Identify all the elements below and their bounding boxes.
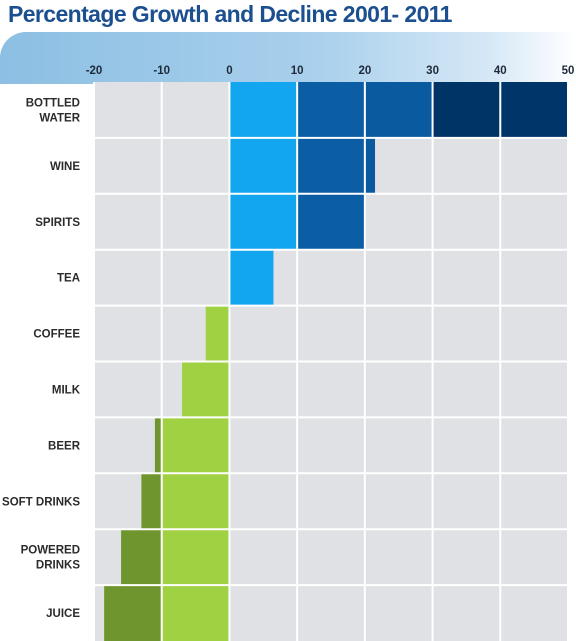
bar-segment — [229, 249, 274, 306]
bar — [182, 361, 230, 418]
bar-segment — [297, 193, 365, 250]
category-label: WINE — [50, 161, 80, 173]
x-tick-label: -20 — [86, 65, 103, 77]
bar — [154, 417, 230, 474]
bar-segment — [364, 137, 376, 194]
bar-segment — [182, 361, 230, 418]
category-label: WATER — [39, 112, 80, 124]
bar-segment — [297, 82, 365, 138]
x-tick-label: 0 — [226, 65, 232, 77]
bar-segment — [161, 473, 230, 530]
bar-segment — [297, 137, 365, 194]
x-axis-ticks: -20 -10 0 10 20 30 40 50 — [86, 65, 575, 77]
x-tick-label: 40 — [494, 65, 507, 77]
category-label: SPIRITS — [35, 217, 80, 229]
category-label: POWERED — [21, 545, 80, 557]
grid-layer — [93, 82, 569, 641]
bar — [229, 137, 376, 194]
category-label: DRINKS — [36, 560, 80, 572]
x-tick-label: 50 — [562, 65, 575, 77]
bar-segment — [121, 529, 162, 586]
bar — [141, 473, 230, 530]
category-label: TEA — [57, 273, 80, 285]
header-band — [0, 32, 576, 84]
bar — [229, 193, 365, 250]
x-tick-label: 20 — [358, 65, 371, 77]
bar-segment — [205, 305, 230, 362]
category-label: COFFEE — [33, 329, 80, 341]
category-label: MILK — [52, 384, 81, 396]
bar-segment — [432, 82, 501, 138]
x-tick-label: 10 — [291, 65, 304, 77]
x-tick-label: 30 — [426, 65, 439, 77]
chart-title: Percentage Growth and Decline 2001- 2011 — [8, 1, 452, 27]
bar-segment — [161, 585, 230, 641]
category-label: JUICE — [46, 608, 80, 620]
bar — [205, 305, 230, 362]
bar — [104, 585, 230, 641]
bar-segment — [229, 82, 298, 138]
bar-segment — [104, 585, 162, 641]
bar-segment — [364, 82, 433, 138]
x-tick-label: -10 — [153, 65, 170, 77]
category-label: BOTTLED — [26, 97, 80, 109]
category-label: BEER — [48, 440, 81, 452]
bar-segment — [161, 529, 230, 586]
bar-segment — [500, 82, 568, 138]
category-label: SOFT DRINKS — [2, 496, 80, 508]
bar — [121, 529, 230, 586]
bar-segment — [141, 473, 162, 530]
bar — [229, 82, 568, 138]
bar-segment — [229, 137, 298, 194]
category-labels: BOTTLED WATER WINE SPIRITS TEA COFFEE MILK BEER… — [2, 97, 81, 620]
bars-layer — [104, 82, 568, 641]
bar-segment — [154, 417, 162, 474]
bar-segment — [161, 417, 230, 474]
bar — [229, 249, 274, 306]
bar-segment — [229, 193, 298, 250]
